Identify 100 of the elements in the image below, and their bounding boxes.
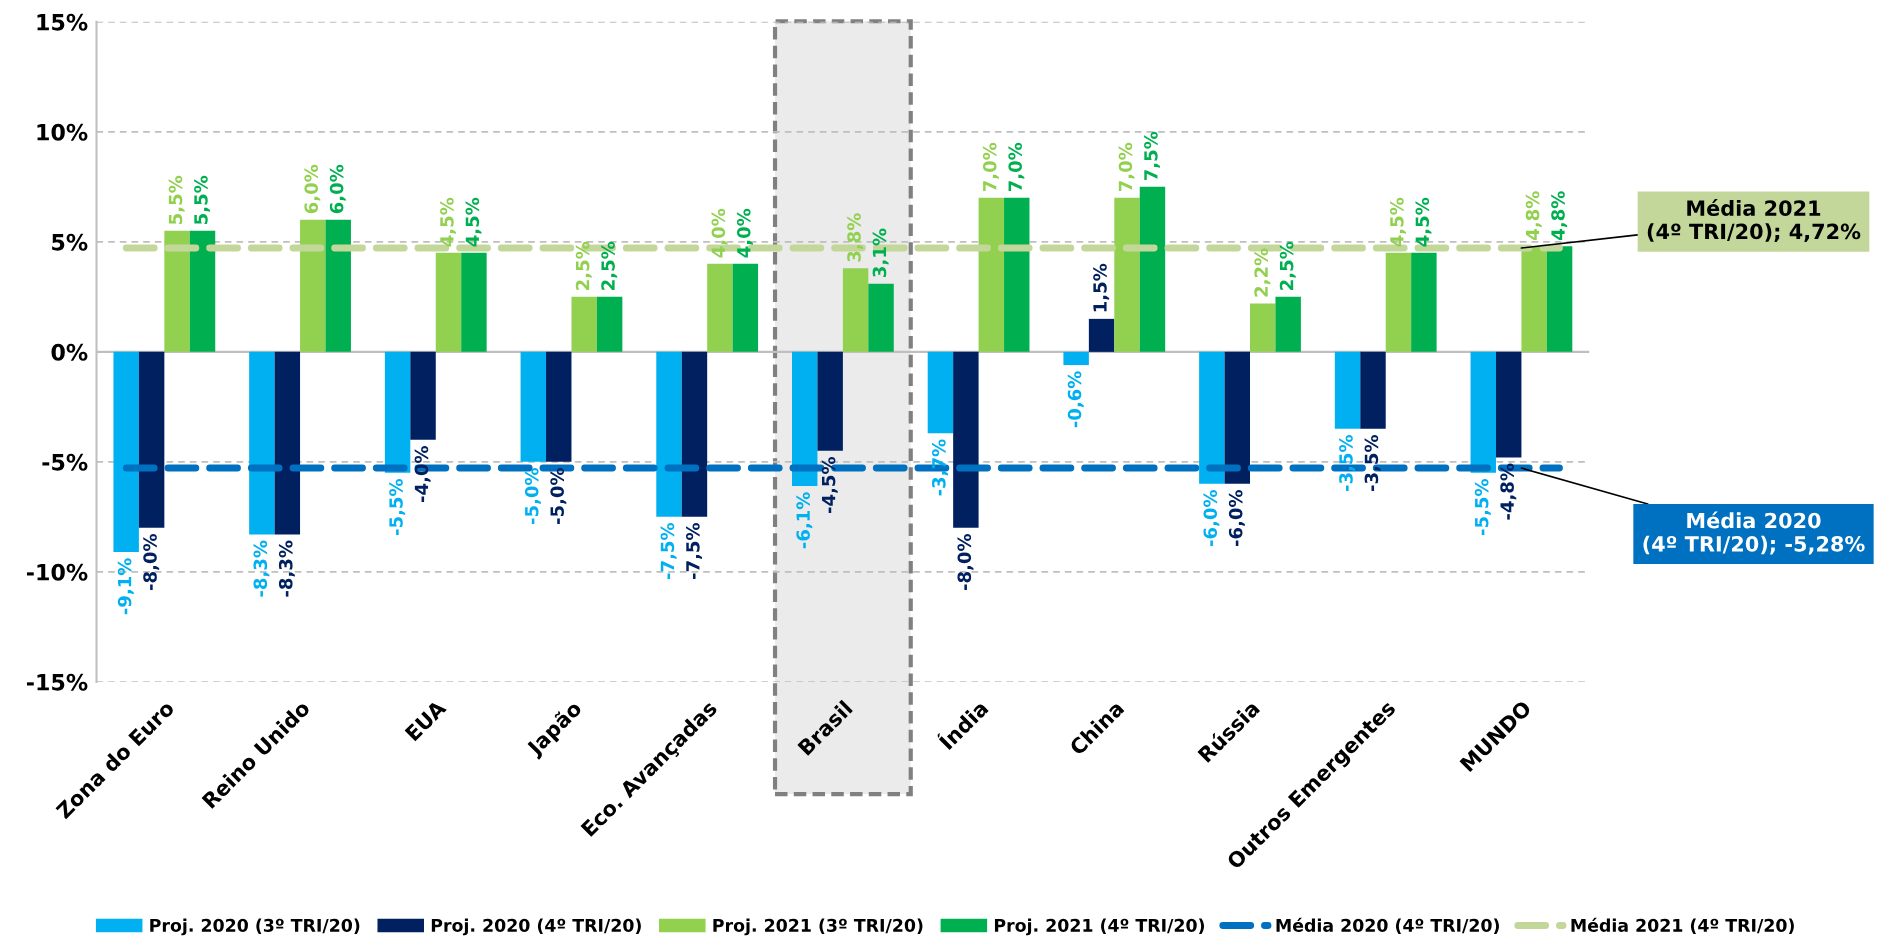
bar [681, 351, 708, 517]
data-label: 5,5% [168, 175, 185, 224]
data-label: 1,5% [1093, 263, 1110, 312]
bar [249, 351, 275, 535]
data-label: 2,2% [1254, 248, 1271, 297]
legend-label: Proj. 2021 (4º TRI/20) [994, 918, 1205, 936]
legend-label: Média 2021 (4º TRI/20) [1571, 917, 1794, 934]
bar [1199, 351, 1225, 484]
data-label: -9,1% [117, 558, 134, 615]
bar [520, 351, 547, 462]
data-label: -8,0% [143, 534, 160, 591]
legend-label: Proj. 2020 (4º TRI/20) [431, 918, 641, 936]
data-label: 4,5% [1415, 197, 1432, 247]
data-label: -5,5% [389, 479, 406, 536]
bar [189, 230, 216, 352]
bar [842, 268, 869, 352]
bar [546, 351, 572, 462]
data-label: 5,5% [194, 175, 211, 224]
data-label: 6,0% [304, 164, 321, 214]
bar [1004, 197, 1030, 352]
data-label: -4,5% [821, 457, 838, 514]
bar [1495, 351, 1522, 458]
bar [817, 351, 843, 451]
data-label: -8,3% [278, 540, 295, 597]
annotation: Média 2020 (4º TRI/20); -5,28% [1643, 511, 1865, 555]
bar [1360, 351, 1386, 429]
data-label: 2,5% [575, 241, 592, 290]
bar [113, 351, 139, 553]
data-label: 3,1% [872, 228, 889, 277]
data-label: 2,5% [1279, 241, 1296, 290]
data-label: -0,6% [1067, 371, 1084, 428]
bar [1139, 186, 1166, 352]
data-label: -3,7% [932, 439, 948, 496]
bar [707, 263, 733, 352]
data-label: -3,5% [1364, 435, 1381, 492]
bar [1114, 197, 1140, 352]
data-label: 4,0% [736, 208, 753, 258]
legend-label: Proj. 2021 (3º TRI/20) [713, 918, 923, 936]
data-label: -8,3% [253, 540, 270, 597]
legend-label: Proj. 2020 (3º TRI/20) [150, 918, 360, 936]
bar [461, 252, 487, 352]
data-label: 3,8% [847, 213, 864, 262]
legend-label: Média 2020 (4º TRI/20) [1276, 917, 1499, 934]
bar [571, 296, 597, 352]
bar [1385, 252, 1412, 352]
data-label: -8,0% [957, 534, 974, 591]
y-tick-label: -15% [26, 673, 88, 691]
bar [1546, 246, 1573, 352]
y-tick-label: 5% [52, 233, 88, 251]
bar [138, 351, 165, 528]
bar [792, 351, 818, 487]
data-label: -7,5% [686, 523, 702, 580]
bar [1470, 351, 1496, 473]
data-label: 4,0% [711, 208, 728, 258]
data-label: 7,0% [1118, 142, 1135, 192]
bar [1275, 296, 1301, 352]
data-label: -4,8% [1500, 463, 1517, 520]
data-label: -3,5% [1339, 435, 1356, 492]
bar [1088, 318, 1115, 352]
bar [410, 351, 436, 440]
bar [1063, 351, 1089, 366]
data-label: -7,5% [660, 523, 677, 580]
bar [953, 351, 979, 528]
data-label: 2,5% [601, 241, 618, 290]
bar [656, 351, 682, 517]
data-label: 4,8% [1551, 191, 1568, 240]
y-tick-label: -10% [26, 563, 88, 581]
y-tick-label: -5% [42, 453, 88, 471]
bar [868, 283, 894, 352]
data-label: -5,5% [1474, 479, 1491, 536]
y-tick-label: 15% [37, 13, 88, 31]
data-label: -5,0% [550, 468, 567, 525]
bar [927, 351, 954, 434]
bar [1224, 351, 1251, 484]
data-label: 7,5% [1144, 131, 1161, 181]
bar [732, 263, 759, 352]
data-label: -6,1% [796, 492, 813, 549]
data-label: 4,8% [1525, 191, 1542, 240]
data-label: 6,0% [329, 164, 346, 214]
bar [1334, 351, 1361, 429]
data-label: -4,0% [414, 446, 431, 503]
data-label: 4,5% [440, 197, 457, 247]
bar [1411, 252, 1437, 352]
data-label: -6,0% [1203, 490, 1220, 547]
data-label: -5,0% [524, 468, 541, 525]
bar [1521, 246, 1547, 352]
bar [596, 296, 623, 352]
data-label: 7,0% [1008, 142, 1025, 192]
bar [300, 219, 326, 352]
bar [384, 351, 411, 473]
bar [164, 230, 190, 352]
annotation: Média 2021 (4º TRI/20); 4,72% [1647, 199, 1861, 242]
bar [978, 197, 1005, 352]
y-tick-label: 0% [51, 343, 88, 361]
bar [274, 351, 301, 535]
data-label: 4,5% [465, 197, 482, 247]
bar [1250, 303, 1276, 352]
y-tick-label: 10% [37, 123, 88, 141]
data-label: 7,0% [982, 142, 999, 192]
data-label: -6,0% [1228, 490, 1245, 547]
